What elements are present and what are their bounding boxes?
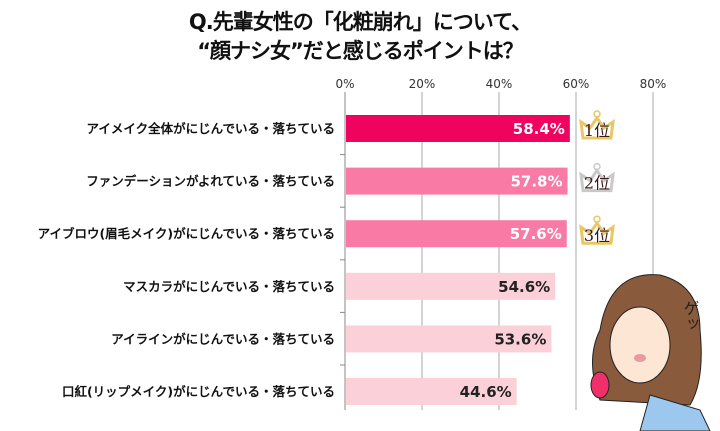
crown-icon: 2位 xyxy=(579,162,615,193)
crown-shape xyxy=(579,115,615,140)
x-tick-label: 20% xyxy=(409,77,436,91)
chart-title-line2: “顔ナシ女”だと感じるポイントは？ xyxy=(197,39,524,63)
crown-icon: 1位 xyxy=(579,110,615,140)
crown-jewel xyxy=(593,215,601,223)
woman-illustration: ゲッ xyxy=(590,274,711,431)
x-tick-label: 0% xyxy=(335,77,354,91)
rank-badge-label: 3位 xyxy=(584,226,610,245)
data-label: 53.6% xyxy=(494,330,546,348)
chart-title-line1: Q.先輩女性の「化粧崩れ」について、 xyxy=(188,10,532,34)
data-label: 57.8% xyxy=(510,173,562,191)
category-label: ファンデーションがよれている・落ちている xyxy=(86,174,335,189)
bar xyxy=(346,325,552,353)
crown-shape xyxy=(579,167,615,193)
data-label: 54.6% xyxy=(498,278,550,296)
category-label: アイラインがにじんでいる・落ちている xyxy=(111,331,335,346)
data-label: 57.6% xyxy=(510,225,562,243)
bar xyxy=(346,272,556,300)
shirt xyxy=(639,394,711,431)
x-tick-label: 80% xyxy=(640,77,667,91)
crown-jewel xyxy=(593,110,601,118)
x-tick-label: 60% xyxy=(563,77,590,91)
bar xyxy=(346,115,570,142)
crown-shape xyxy=(579,220,615,245)
rank-badge-label: 1位 xyxy=(584,121,610,140)
category-label: アイブロウ(眉毛メイク)がにじんでいる・落ちている xyxy=(38,226,335,241)
bar xyxy=(346,220,567,248)
crown-jewel xyxy=(593,162,601,171)
face xyxy=(609,306,671,384)
category-label: マスカラがにじんでいる・落ちている xyxy=(123,279,335,294)
lips xyxy=(634,354,646,362)
exclamation-text: ゲッ xyxy=(681,300,700,332)
x-tick-label: 40% xyxy=(486,77,513,91)
bar xyxy=(346,378,517,405)
data-label: 44.6% xyxy=(460,383,512,401)
category-label: アイメイク全体がにじんでいる・落ちている xyxy=(86,121,335,136)
rank-badge-label: 2位 xyxy=(584,174,610,193)
data-label: 58.4% xyxy=(513,120,565,138)
hand-mirror xyxy=(590,371,610,399)
bar xyxy=(346,167,568,195)
crown-icon: 3位 xyxy=(579,215,615,245)
category-label: 口紅(リップメイク)がにじんでいる・落ちている xyxy=(62,384,335,399)
